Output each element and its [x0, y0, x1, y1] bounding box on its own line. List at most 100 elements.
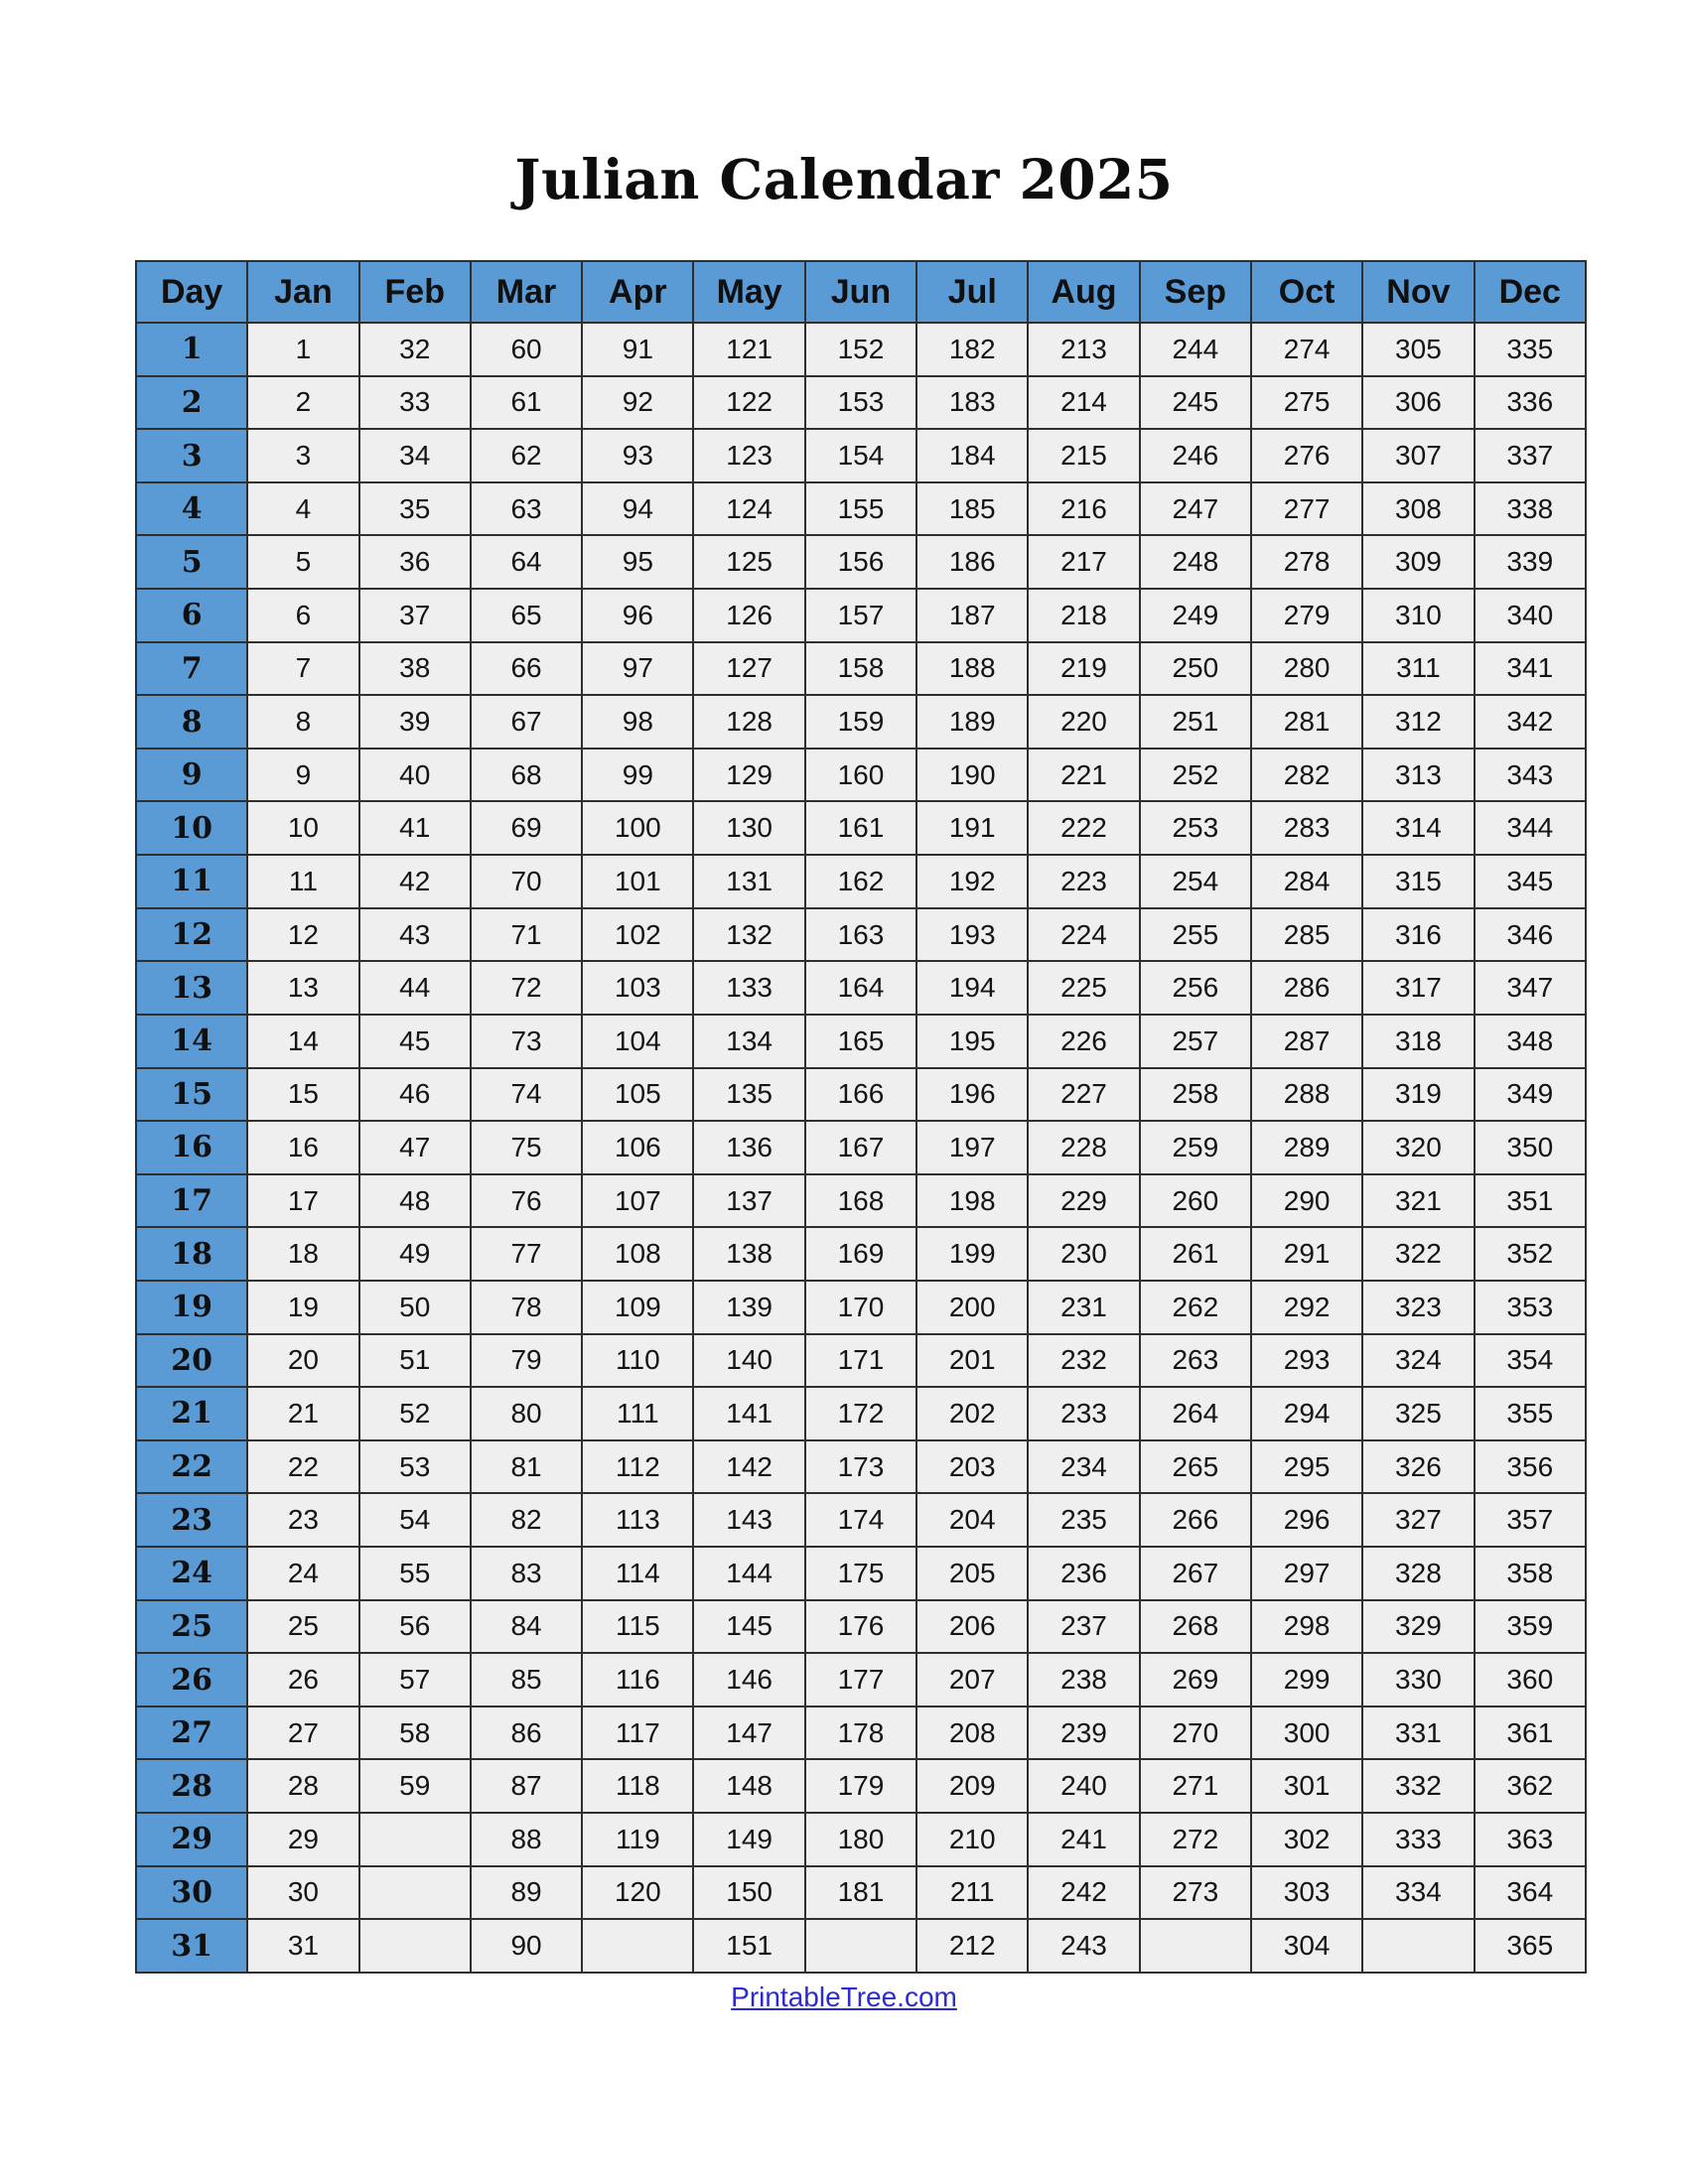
julian-day-cell: 148: [692, 1758, 806, 1815]
julian-day-cell: 145: [692, 1598, 806, 1655]
julian-day-cell: 281: [1249, 694, 1364, 750]
julian-day-cell: 46: [357, 1066, 472, 1123]
julian-day-cell: 68: [469, 747, 584, 803]
month-header-jun: Jun: [803, 260, 918, 324]
julian-day-cell: 300: [1249, 1705, 1364, 1761]
julian-day-cell: 121: [692, 322, 806, 377]
julian-day-cell: 240: [1027, 1758, 1141, 1815]
julian-day-cell: 133: [692, 960, 806, 1016]
julian-day-cell: 229: [1027, 1172, 1141, 1229]
julian-day-cell: 241: [1027, 1812, 1141, 1867]
julian-day-cell: 343: [1473, 747, 1588, 803]
julian-day-cell: 362: [1473, 1758, 1588, 1815]
julian-day-cell: 137: [692, 1172, 806, 1229]
julian-day-cell: 290: [1249, 1172, 1364, 1229]
julian-day-cell: 127: [692, 640, 806, 697]
julian-day-cell: 184: [915, 428, 1030, 483]
julian-day-cell: 310: [1361, 588, 1476, 643]
footer-link[interactable]: PrintableTree.com: [731, 1981, 957, 2012]
month-header-aug: Aug: [1027, 260, 1141, 324]
julian-day-cell: 74: [469, 1066, 584, 1123]
julian-day-cell: 291: [1249, 1226, 1364, 1282]
julian-day-cell: 230: [1027, 1226, 1141, 1282]
julian-day-cell: 152: [803, 322, 918, 377]
julian-day-cell: 18: [246, 1226, 360, 1282]
julian-day-cell: 138: [692, 1226, 806, 1282]
julian-day-cell: 207: [915, 1652, 1030, 1707]
julian-day-cell: 314: [1361, 800, 1476, 857]
julian-day-cell: 165: [803, 1013, 918, 1069]
day-number-cell: 29: [134, 1812, 249, 1867]
julian-day-cell: 238: [1027, 1652, 1141, 1707]
table-row: 2 2 33 61 92 122 153 183 214 245 275 306 336: [134, 374, 1588, 431]
julian-day-cell: 6: [246, 588, 360, 643]
julian-day-cell: 236: [1027, 1546, 1141, 1601]
julian-day-cell: 140: [692, 1332, 806, 1389]
julian-day-cell: 50: [357, 1279, 472, 1335]
julian-day-cell: 252: [1138, 747, 1252, 803]
julian-day-cell: 247: [1138, 480, 1252, 537]
julian-day-cell: 355: [1473, 1386, 1588, 1441]
table-row: 22 22 53 81 112 142 173 203 234 265 295 326 356: [134, 1438, 1588, 1495]
julian-day-cell: 246: [1138, 428, 1252, 483]
day-number-cell: 28: [134, 1758, 249, 1815]
julian-day-cell: 217: [1027, 534, 1141, 591]
julian-day-cell: 306: [1361, 374, 1476, 431]
julian-day-cell: 289: [1249, 1120, 1364, 1175]
julian-day-cell: 122: [692, 374, 806, 431]
julian-day-cell: 53: [357, 1438, 472, 1495]
julian-day-cell: 96: [581, 588, 695, 643]
julian-day-cell: 183: [915, 374, 1030, 431]
julian-day-cell: 212: [915, 1918, 1030, 1974]
julian-day-cell: 280: [1249, 640, 1364, 697]
julian-day-cell: 48: [357, 1172, 472, 1229]
julian-day-cell: 360: [1473, 1652, 1588, 1707]
julian-day-cell: 271: [1138, 1758, 1252, 1815]
julian-day-cell: 33: [357, 374, 472, 431]
julian-day-cell: 55: [357, 1546, 472, 1601]
julian-day-cell: 287: [1249, 1013, 1364, 1069]
julian-day-cell: 135: [692, 1066, 806, 1123]
day-number-cell: 27: [134, 1705, 249, 1761]
julian-day-cell: 23: [246, 1492, 360, 1549]
julian-day-cell: 106: [581, 1120, 695, 1175]
julian-day-cell: 168: [803, 1172, 918, 1229]
julian-day-cell: 126: [692, 588, 806, 643]
julian-day-cell: 357: [1473, 1492, 1588, 1549]
julian-day-cell: 108: [581, 1226, 695, 1282]
julian-day-cell: 288: [1249, 1066, 1364, 1123]
julian-day-cell: 344: [1473, 800, 1588, 857]
day-number-cell: 7: [134, 640, 249, 697]
julian-day-cell: 302: [1249, 1812, 1364, 1867]
footer: PrintableTree.com: [0, 1981, 1688, 2013]
julian-day-cell: 76: [469, 1172, 584, 1229]
julian-day-cell: 147: [692, 1705, 806, 1761]
julian-day-cell: 332: [1361, 1758, 1476, 1815]
julian-day-cell: 170: [803, 1279, 918, 1335]
julian-day-cell: 162: [803, 854, 918, 909]
julian-day-cell: 91: [581, 322, 695, 377]
julian-day-cell: 124: [692, 480, 806, 537]
julian-day-cell: 189: [915, 694, 1030, 750]
calendar-table-container: Day Jan Feb Mar Apr May Jun Jul Aug Sep Oct Nov Dec 1…: [134, 260, 1588, 1974]
julian-day-cell: 257: [1138, 1013, 1252, 1069]
julian-day-cell: 85: [469, 1652, 584, 1707]
julian-day-cell: 352: [1473, 1226, 1588, 1282]
julian-day-cell: 26: [246, 1652, 360, 1707]
julian-day-cell: 175: [803, 1546, 918, 1601]
day-number-cell: 21: [134, 1386, 249, 1441]
julian-day-cell: 34: [357, 428, 472, 483]
julian-day-cell: 32: [357, 322, 472, 377]
month-header-dec: Dec: [1473, 260, 1588, 324]
julian-day-cell: 174: [803, 1492, 918, 1549]
julian-day-cell: 233: [1027, 1386, 1141, 1441]
julian-day-cell: 198: [915, 1172, 1030, 1229]
julian-day-cell: 321: [1361, 1172, 1476, 1229]
julian-day-cell: 30: [246, 1864, 360, 1921]
julian-day-cell: 118: [581, 1758, 695, 1815]
julian-day-cell: 226: [1027, 1013, 1141, 1069]
julian-day-cell: 277: [1249, 480, 1364, 537]
julian-day-cell: 345: [1473, 854, 1588, 909]
table-row: 30 30 89 120 150 181 211 242 273 303 334 364: [134, 1864, 1588, 1921]
julian-day-cell: 216: [1027, 480, 1141, 537]
